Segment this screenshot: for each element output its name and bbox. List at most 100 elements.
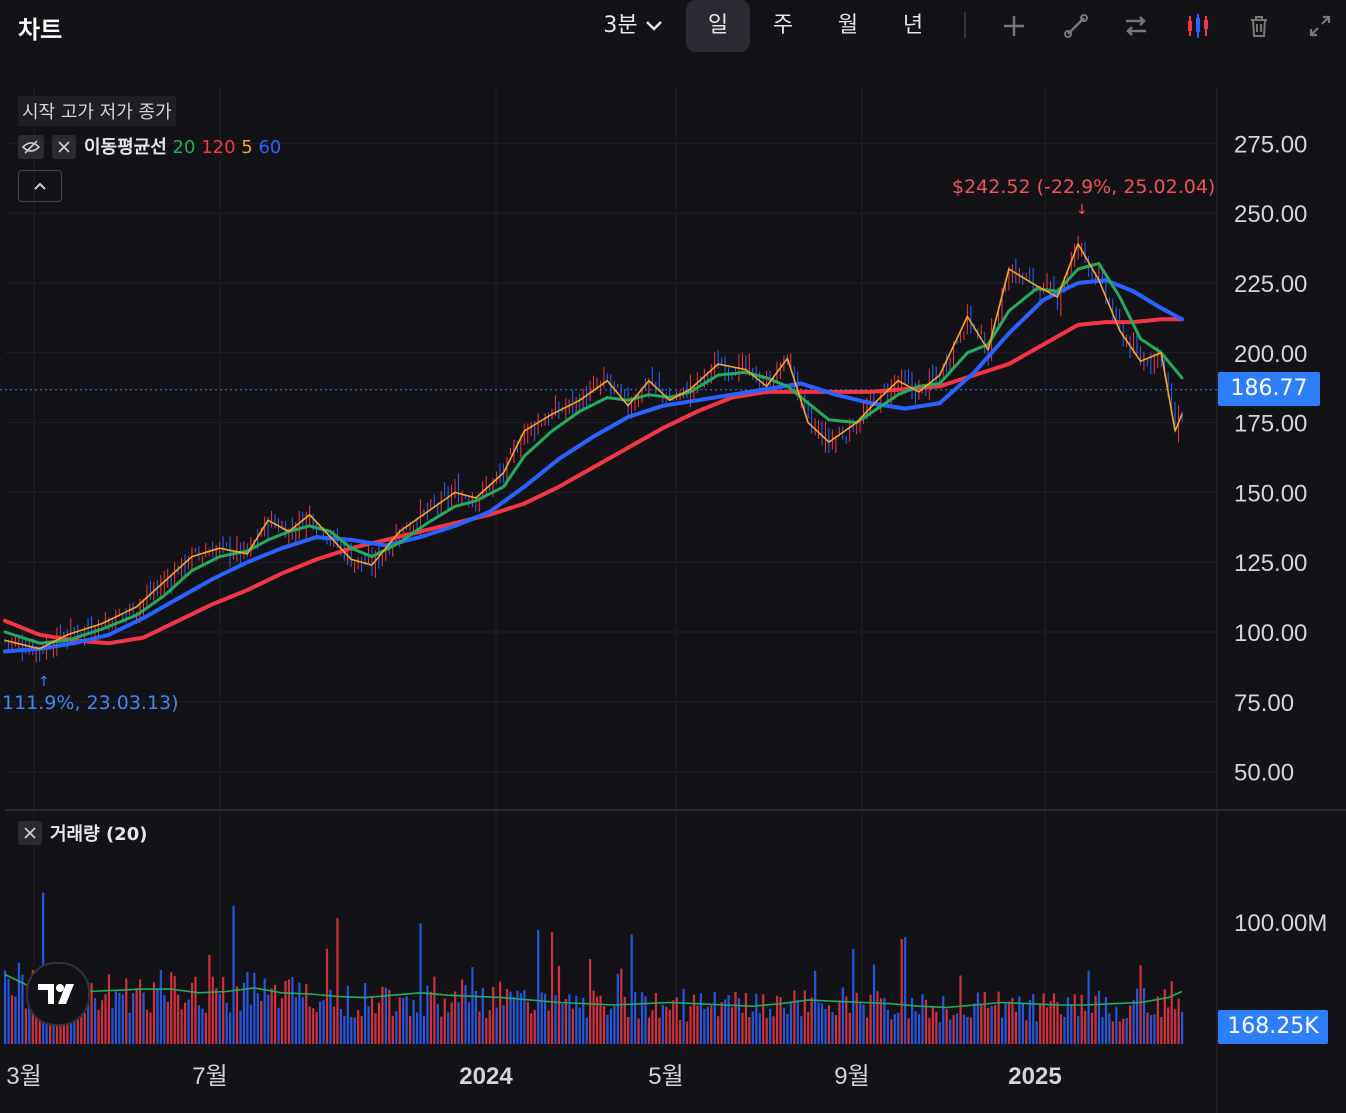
volume-bar [343, 1015, 346, 1044]
volume-bar [460, 979, 464, 1044]
volume-bar [793, 990, 796, 1044]
volume-bar [159, 969, 162, 1044]
volume-bar [859, 1002, 862, 1044]
volume-bar [28, 997, 31, 1044]
volume-bar [267, 994, 270, 1044]
volume-bar [651, 1010, 654, 1044]
remove-ma-button[interactable] [52, 135, 76, 159]
volume-bar [73, 1007, 76, 1044]
volume-bar [222, 976, 225, 1044]
volume-bar [526, 1001, 529, 1044]
volume-bar [1177, 998, 1180, 1044]
volume-bar [727, 995, 730, 1044]
volume-bar [145, 1009, 149, 1044]
volume-bar [703, 1008, 706, 1044]
tab-year[interactable]: 년 [881, 0, 945, 52]
y-tick-label: 125.00 [1234, 550, 1307, 577]
volume-bar [184, 1002, 187, 1044]
volume-bar [834, 1015, 838, 1044]
volume-bar [370, 996, 374, 1044]
volume-bar [782, 1007, 786, 1044]
y-tick-label: 175.00 [1234, 411, 1307, 438]
chart-area[interactable]: 275.00 250.00 225.00 200.00 175.00 150.00 125.… [0, 52, 1346, 1113]
volume-bar [647, 1017, 651, 1044]
tab-week[interactable]: 주 [751, 0, 815, 52]
volume-bar [900, 939, 903, 1044]
volume-bar [467, 1002, 471, 1044]
volume-bar [249, 1004, 252, 1044]
volume-bar [357, 1010, 360, 1044]
volume-bar [838, 1000, 841, 1044]
volume-bar [1125, 1017, 1128, 1044]
volume-bar [606, 1014, 609, 1044]
volume-bar [149, 1012, 152, 1044]
tradingview-logo[interactable] [26, 962, 90, 1026]
volume-bar [339, 1009, 342, 1044]
volume-bar [447, 1012, 450, 1044]
ma-label: 이동평균선 [84, 137, 167, 158]
volume-bar [762, 994, 765, 1044]
volume-bar [485, 1017, 488, 1044]
volume-bar [291, 977, 294, 1044]
volume-bar [173, 976, 176, 1044]
volume-bar [679, 1019, 682, 1044]
volume-bar [499, 981, 502, 1044]
volume-bar [1104, 996, 1108, 1044]
volume-bar [1146, 1012, 1149, 1044]
volume-bar [1087, 970, 1090, 1044]
volume-bar [294, 997, 297, 1044]
volume-bar [263, 978, 266, 1044]
volume-bar [755, 993, 758, 1044]
plus-icon[interactable] [998, 10, 1030, 42]
volume-bar [917, 1014, 921, 1044]
volume-bar [253, 972, 256, 1044]
volume-bar [817, 1002, 820, 1044]
ma-period-120: 120 [201, 137, 236, 158]
volume-bar [454, 991, 457, 1044]
remove-volume-button[interactable] [18, 821, 42, 845]
volume-bar [225, 1002, 228, 1044]
last-price-tag: 186.77 [1218, 372, 1320, 406]
hide-ma-button[interactable] [18, 135, 44, 159]
collapse-legend-button[interactable] [18, 170, 62, 202]
chevron-down-icon [645, 21, 662, 31]
tab-month[interactable]: 월 [816, 0, 880, 52]
line-tool-icon[interactable] [1060, 10, 1092, 42]
interval-label: 3분 [603, 13, 638, 38]
volume-bar [523, 990, 526, 1044]
ma-line-5 [4, 243, 1183, 650]
volume-bar [668, 1009, 671, 1044]
volume-bar [135, 988, 138, 1044]
volume-bar [571, 1008, 574, 1044]
close-icon [58, 141, 70, 153]
volume-bar [384, 987, 387, 1044]
volume-bar [111, 1007, 114, 1044]
expand-icon[interactable] [1304, 10, 1336, 42]
volume-bar [142, 992, 145, 1044]
volume-bar [190, 982, 194, 1044]
volume-bar [280, 998, 284, 1044]
volume-bar [229, 1012, 232, 1044]
tab-day[interactable]: 일 [686, 0, 750, 52]
volume-bar [1066, 997, 1069, 1044]
interval-dropdown[interactable]: 3분 [598, 0, 668, 52]
swap-icon[interactable] [1120, 10, 1152, 42]
volume-bar [377, 1002, 381, 1044]
candles-icon[interactable] [1182, 10, 1214, 42]
volume-bar [1073, 994, 1076, 1044]
trash-icon[interactable] [1243, 10, 1275, 42]
price-chart[interactable]: 275.00 250.00 225.00 200.00 175.00 150.00 125.… [0, 52, 1346, 1113]
volume-bar [1035, 1021, 1038, 1044]
volume-bar [211, 976, 214, 1044]
volume-bar [287, 979, 291, 1044]
volume-bar [997, 991, 1000, 1044]
volume-bar [1142, 988, 1146, 1044]
volume-bar [391, 1016, 394, 1044]
volume-bar [325, 948, 329, 1044]
volume-bar [1000, 1017, 1004, 1044]
volume-bar [402, 997, 405, 1044]
volume-bar [924, 999, 928, 1044]
volume-bar [1007, 1001, 1011, 1044]
volume-bar [332, 1006, 336, 1044]
volume-bar [21, 974, 24, 1044]
